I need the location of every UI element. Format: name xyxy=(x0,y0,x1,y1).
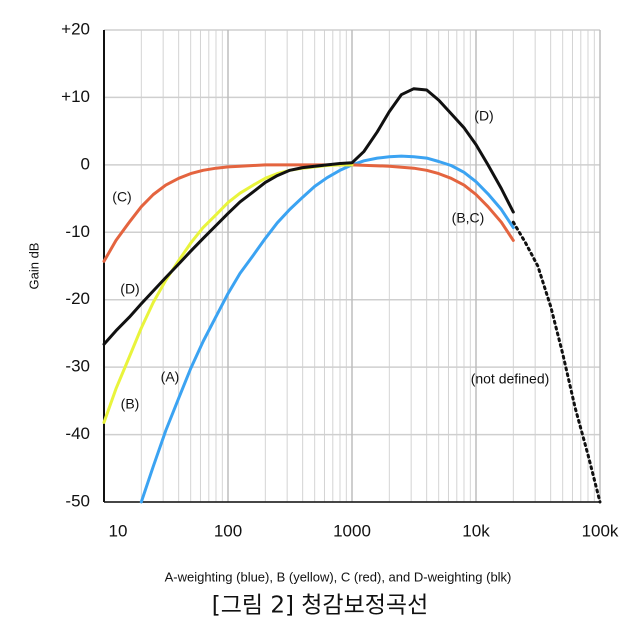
x-tick-label: 100k xyxy=(582,521,619,540)
x-tick-label: 10 xyxy=(109,521,128,540)
y-tick-label: -50 xyxy=(65,491,90,510)
y-tick-label: -40 xyxy=(65,424,90,443)
caption: [그림 2] 청감보정곡선 xyxy=(212,593,428,619)
y-tick-label: -10 xyxy=(65,222,90,241)
y-axis-label: Gain dB xyxy=(26,243,41,290)
y-tick-label: 0 xyxy=(81,154,90,173)
annotation: (B) xyxy=(121,396,140,412)
series-line xyxy=(102,87,515,346)
series-line xyxy=(511,220,602,504)
series-line xyxy=(139,154,515,504)
annotation: (not defined) xyxy=(471,371,550,387)
y-tick-label: -30 xyxy=(65,357,90,376)
annotation: (B,C) xyxy=(452,210,485,226)
x-axis-label: A-weighting (blue), B (yellow), C (red),… xyxy=(165,569,512,584)
annotation: (D) xyxy=(474,108,493,124)
x-tick-label: 10k xyxy=(462,521,490,540)
series-line xyxy=(102,163,515,263)
annotation: (C) xyxy=(112,189,131,205)
y-tick-label: +20 xyxy=(61,19,90,38)
x-tick-label: 100 xyxy=(214,521,242,540)
annotation: (A) xyxy=(161,369,180,385)
annotation: (D) xyxy=(120,281,139,297)
y-tick-label: +10 xyxy=(61,87,90,106)
x-tick-label: 1000 xyxy=(333,521,371,540)
y-tick-label: -20 xyxy=(65,289,90,308)
